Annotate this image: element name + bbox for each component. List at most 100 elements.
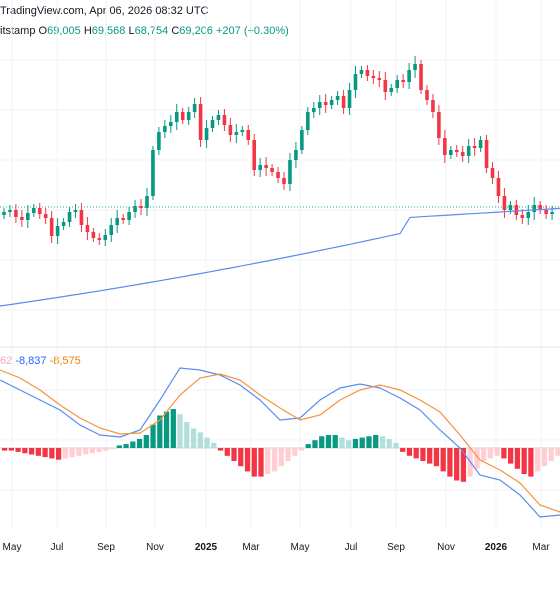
candle-body bbox=[115, 218, 119, 225]
candle-body bbox=[478, 140, 483, 148]
macd-bar bbox=[346, 440, 352, 448]
candle-body bbox=[163, 126, 167, 132]
macd-bar bbox=[8, 448, 14, 451]
macd-bar bbox=[447, 448, 453, 477]
macd-bar bbox=[541, 448, 548, 467]
candle-body bbox=[431, 100, 435, 112]
macd-bar bbox=[359, 437, 365, 448]
candle-body bbox=[508, 205, 513, 210]
candle-body bbox=[437, 112, 441, 138]
candle-body bbox=[425, 90, 429, 100]
macd-bar bbox=[258, 448, 264, 477]
x-tick-label: Jul bbox=[51, 542, 64, 553]
x-tick-label: May bbox=[291, 542, 310, 553]
candle-body bbox=[192, 104, 197, 112]
candle-body bbox=[347, 90, 352, 108]
candle-body bbox=[276, 172, 280, 178]
candle-body bbox=[353, 74, 358, 90]
candle-body bbox=[341, 96, 346, 108]
macd-bar bbox=[109, 448, 116, 450]
macd-bar bbox=[373, 435, 379, 448]
macd-bar bbox=[460, 448, 467, 482]
macd-bar bbox=[15, 448, 21, 452]
macd-bar bbox=[325, 435, 332, 448]
macd-bar bbox=[481, 448, 487, 461]
macd-bar bbox=[231, 448, 237, 461]
candle-body bbox=[288, 160, 292, 184]
candle-body bbox=[61, 222, 66, 226]
x-tick-label: Jul bbox=[345, 542, 358, 553]
macd-bar bbox=[400, 448, 406, 452]
high-value: 69,568 bbox=[91, 25, 126, 37]
close-value: 69,206 bbox=[179, 25, 213, 37]
macd-bar bbox=[555, 448, 560, 456]
macd-bar bbox=[28, 448, 35, 455]
macd-bar bbox=[379, 436, 386, 448]
x-tick-label: Sep bbox=[97, 542, 115, 553]
candle-body bbox=[460, 152, 465, 156]
macd-bar bbox=[271, 448, 278, 472]
macd-bar bbox=[82, 448, 89, 455]
macd-bar bbox=[487, 448, 494, 459]
macd-bar bbox=[22, 448, 28, 454]
candle-body bbox=[496, 178, 501, 196]
macd-line bbox=[0, 367, 560, 518]
macd-bar bbox=[508, 448, 514, 464]
macd-hist-value: 62 bbox=[0, 355, 13, 367]
candle-body bbox=[550, 212, 554, 214]
macd-bar bbox=[292, 448, 298, 456]
macd-bar bbox=[35, 448, 41, 456]
candle-body bbox=[538, 205, 542, 210]
macd-bar bbox=[535, 448, 541, 472]
candle-body bbox=[37, 208, 42, 214]
macd-bar bbox=[184, 422, 190, 448]
x-tick-label: Nov bbox=[146, 542, 164, 553]
macd-bar bbox=[170, 409, 176, 448]
candle-body bbox=[395, 80, 399, 88]
candle-body bbox=[14, 210, 18, 217]
candle-body bbox=[49, 218, 54, 236]
candle-body bbox=[103, 235, 108, 240]
candle-body bbox=[228, 125, 233, 135]
candle-body bbox=[413, 64, 417, 70]
candle-body bbox=[55, 226, 60, 236]
candle-body bbox=[365, 70, 370, 76]
candle-body bbox=[306, 112, 310, 130]
candle-body bbox=[174, 112, 179, 122]
candle-body bbox=[329, 100, 334, 105]
macd-bar bbox=[62, 448, 68, 459]
candle-body bbox=[121, 218, 125, 220]
candle-body bbox=[240, 130, 245, 132]
candle-body bbox=[252, 140, 257, 170]
candle-body bbox=[26, 213, 30, 220]
macd-bar bbox=[406, 448, 413, 456]
macd-bar bbox=[238, 448, 244, 467]
macd-bar bbox=[298, 448, 305, 451]
x-tick-label: Mar bbox=[242, 542, 260, 553]
candle-body bbox=[520, 215, 525, 218]
candle-body bbox=[532, 205, 537, 212]
ohlc-legend: itstamp O69,005 H69,568 L68,754 C69,206 … bbox=[0, 25, 289, 37]
macd-bar bbox=[440, 448, 446, 472]
candle-body bbox=[31, 208, 36, 213]
candle-body bbox=[85, 225, 90, 232]
macd-bar bbox=[251, 448, 257, 477]
x-axis-labels: May Jul Sep Nov 2025 Mar May Jul Sep Nov 2026 Mar bbox=[3, 542, 551, 553]
candle-body bbox=[454, 150, 459, 152]
macd-bar bbox=[217, 448, 224, 451]
x-tick-label: Nov bbox=[437, 542, 455, 553]
moving-average-line bbox=[0, 207, 560, 307]
candle-body bbox=[258, 165, 262, 170]
candle-body bbox=[317, 102, 322, 108]
macd-bar bbox=[143, 435, 149, 448]
macd-bar bbox=[501, 448, 507, 459]
macd-bar bbox=[494, 448, 500, 456]
close-label: C bbox=[171, 25, 180, 37]
candle-body bbox=[222, 115, 227, 125]
candle-body bbox=[73, 210, 78, 212]
macd-bar bbox=[420, 448, 426, 461]
macd-bar bbox=[548, 448, 554, 461]
macd-bar bbox=[312, 440, 318, 448]
candle-body bbox=[180, 112, 185, 120]
